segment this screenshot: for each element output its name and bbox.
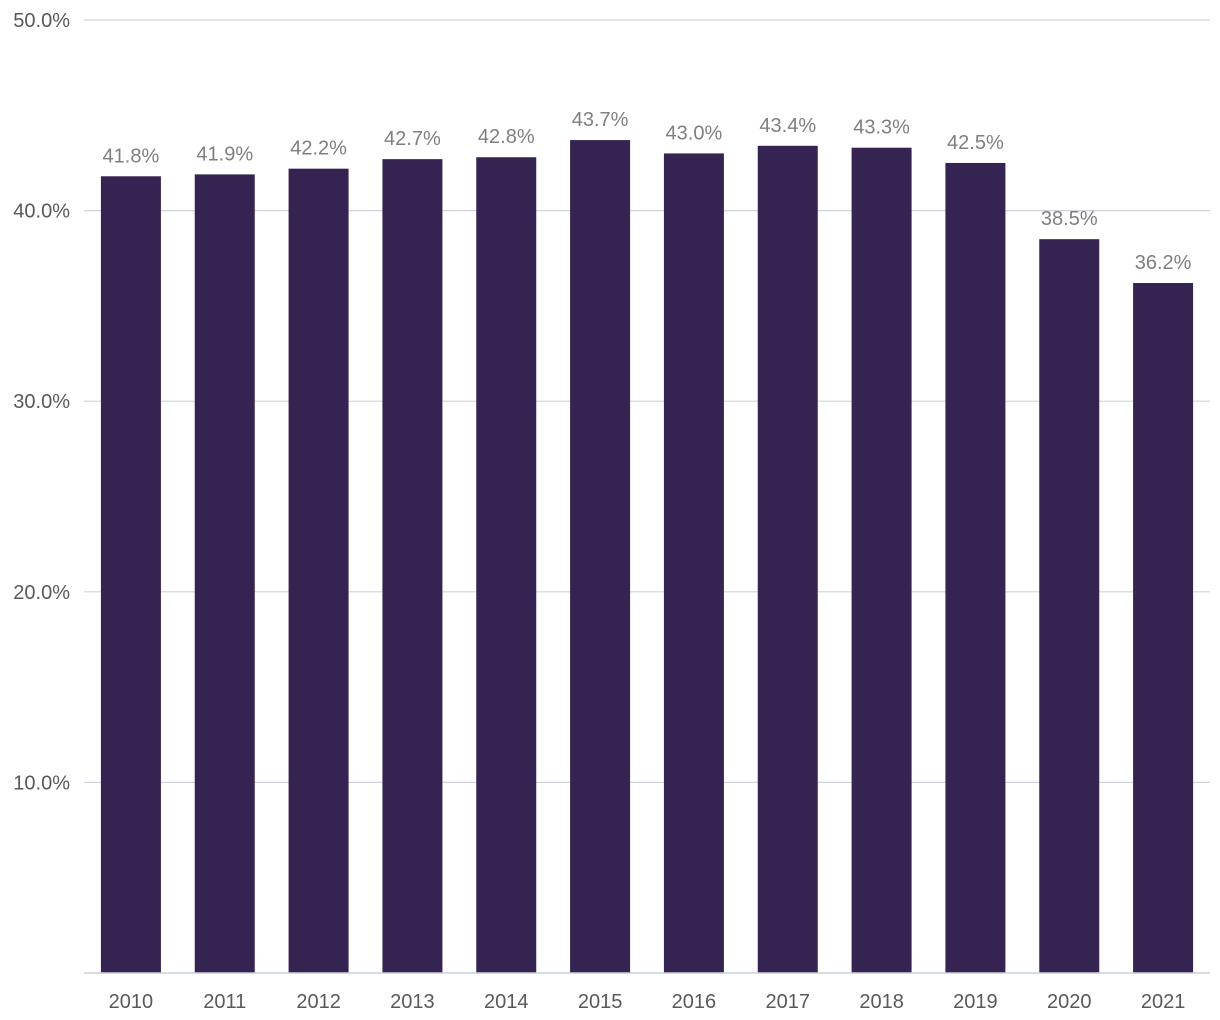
bar-2013	[382, 159, 443, 973]
x-tick-label: 2012	[296, 991, 341, 1013]
x-tick-label: 2018	[859, 991, 904, 1013]
bar-2012	[288, 168, 349, 974]
x-axis: 2010 2011 2012 2013 2014 2015 2016 2017 2018 2019…	[84, 972, 1210, 1013]
data-label-2021: 36.2%	[1135, 252, 1192, 274]
data-label-2010: 41.8%	[103, 145, 160, 167]
data-label-2017: 43.4%	[759, 115, 816, 137]
x-tick-label: 2017	[766, 991, 811, 1013]
y-tick-label: 20.0%	[13, 582, 70, 604]
y-tick-label: 10.0%	[13, 772, 70, 794]
bar-2017	[757, 145, 818, 973]
data-label-2011: 41.9%	[196, 143, 253, 165]
data-labels: 41.8% 41.9% 42.2% 42.7% 42.8% 43.7% 43.0% 43.4%…	[103, 109, 1192, 274]
bar-2010	[100, 176, 161, 974]
data-label-2012: 42.2%	[290, 138, 347, 160]
bar-2019	[945, 162, 1006, 973]
bar-2015	[570, 140, 631, 973]
x-tick-label: 2016	[672, 991, 717, 1013]
y-tick-label: 40.0%	[13, 201, 70, 223]
bar-2014	[476, 157, 537, 973]
bar-2011	[194, 174, 255, 974]
y-axis: 10.0% 20.0% 30.0% 40.0% 50.0%	[13, 10, 70, 794]
bar-2021	[1133, 283, 1194, 973]
x-tick-label: 2011	[203, 991, 246, 1013]
gridlines	[84, 19, 1210, 784]
data-label-2018: 43.3%	[853, 117, 910, 139]
y-tick-label: 30.0%	[13, 391, 70, 413]
data-label-2019: 42.5%	[947, 132, 1004, 154]
x-tick-label: 2019	[953, 991, 998, 1013]
bar-2018	[851, 147, 912, 973]
x-tick-label: 2021	[1141, 991, 1186, 1013]
y-tick-label: 50.0%	[13, 10, 70, 32]
bars	[100, 140, 1194, 974]
data-label-2016: 43.0%	[666, 122, 723, 144]
x-tick-label: 2010	[109, 991, 154, 1013]
x-tick-label: 2014	[484, 991, 529, 1013]
data-label-2013: 42.7%	[384, 128, 441, 150]
data-label-2015: 43.7%	[572, 109, 629, 131]
x-tick-label: 2015	[578, 991, 623, 1013]
x-tick-label: 2013	[390, 991, 435, 1013]
data-label-2014: 42.8%	[478, 126, 535, 148]
data-label-2020: 38.5%	[1041, 208, 1098, 230]
bar-2016	[663, 153, 724, 974]
x-tick-label: 2020	[1047, 991, 1092, 1013]
bar-2020	[1039, 239, 1100, 973]
